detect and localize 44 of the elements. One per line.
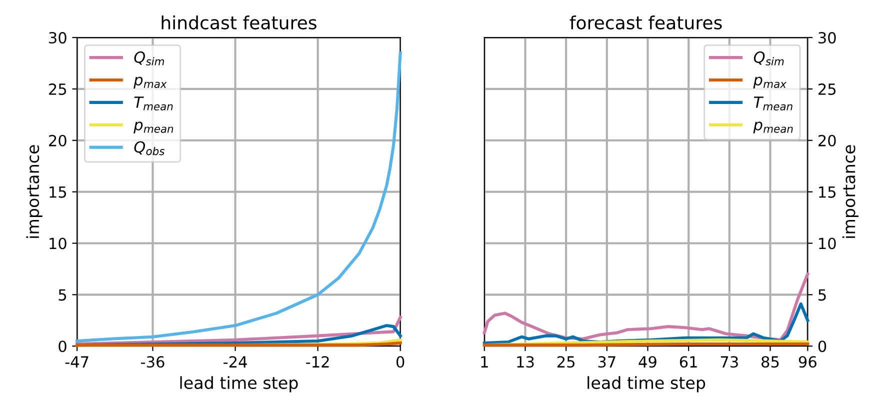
- legend-label: Q$_{sim}$: [134, 51, 164, 66]
- y-tick-label: 20: [49, 134, 66, 146]
- x-tick-label: 0: [396, 356, 404, 368]
- legend-label: p$_{mean}$: [753, 122, 793, 134]
- line-series: [76, 51, 402, 342]
- legend-label: T$_{mean}$: [134, 96, 173, 110]
- x-tick-label: -24: [224, 356, 247, 368]
- x-tick-label: 37: [598, 356, 616, 368]
- legend-label: p$_{max}$: [134, 76, 167, 88]
- x-axis-title: lead time step: [588, 376, 706, 392]
- y-tick-label: 25: [49, 83, 66, 95]
- x-tick-label: 73: [720, 356, 738, 368]
- x-tick-label: 13: [517, 356, 534, 368]
- y-tick-label: 30: [818, 32, 836, 44]
- y-tick-label: 0: [58, 340, 66, 352]
- legend-label: p$_{max}$: [753, 76, 787, 88]
- legend-label: Q$_{obs}$: [134, 141, 164, 156]
- x-tick-label: 85: [762, 356, 779, 368]
- legend-label: T$_{mean}$: [754, 96, 792, 110]
- y-tick-label: 0: [818, 340, 826, 352]
- y-tick-label: 30: [49, 32, 66, 44]
- x-tick-label: -36: [141, 356, 164, 368]
- y-tick-label: 15: [50, 186, 66, 198]
- x-tick-label: 25: [557, 356, 574, 368]
- x-tick-label: 49: [638, 356, 656, 368]
- x-tick-label: 1: [481, 356, 488, 368]
- x-tick-label: -12: [306, 356, 329, 368]
- y-tick-label: 15: [819, 186, 836, 198]
- x-axis-title: lead time step: [180, 376, 298, 392]
- y-tick-label: 20: [818, 134, 836, 146]
- y-tick-label: 25: [818, 83, 836, 95]
- x-tick-label: 96: [798, 356, 816, 368]
- chart-title: forecast features: [570, 15, 722, 30]
- y-axis-title: importance: [26, 145, 42, 238]
- legend-label: p$_{mean}$: [134, 122, 174, 134]
- x-tick-label: -47: [65, 356, 88, 368]
- y-tick-label: 5: [58, 289, 66, 301]
- y-tick-label: 10: [50, 238, 66, 250]
- chart-title: hindcast features: [162, 15, 316, 30]
- y-tick-label: 10: [819, 238, 836, 250]
- legend-label: Q$_{sim}$: [754, 51, 784, 66]
- y-tick-label: 5: [818, 289, 826, 301]
- x-tick-label: 61: [680, 356, 697, 368]
- y-axis-title: importance: [842, 145, 859, 238]
